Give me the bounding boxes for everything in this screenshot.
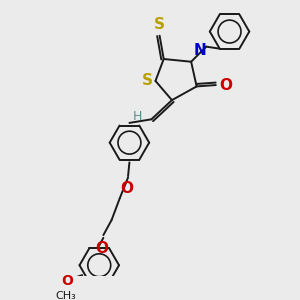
Text: O: O <box>120 181 133 196</box>
Text: O: O <box>61 274 73 288</box>
Text: S: S <box>142 73 153 88</box>
Text: S: S <box>154 17 165 32</box>
Text: O: O <box>220 77 233 92</box>
Text: CH₃: CH₃ <box>56 291 76 300</box>
Text: N: N <box>193 44 206 59</box>
Text: H: H <box>133 110 142 123</box>
Text: O: O <box>95 242 109 256</box>
